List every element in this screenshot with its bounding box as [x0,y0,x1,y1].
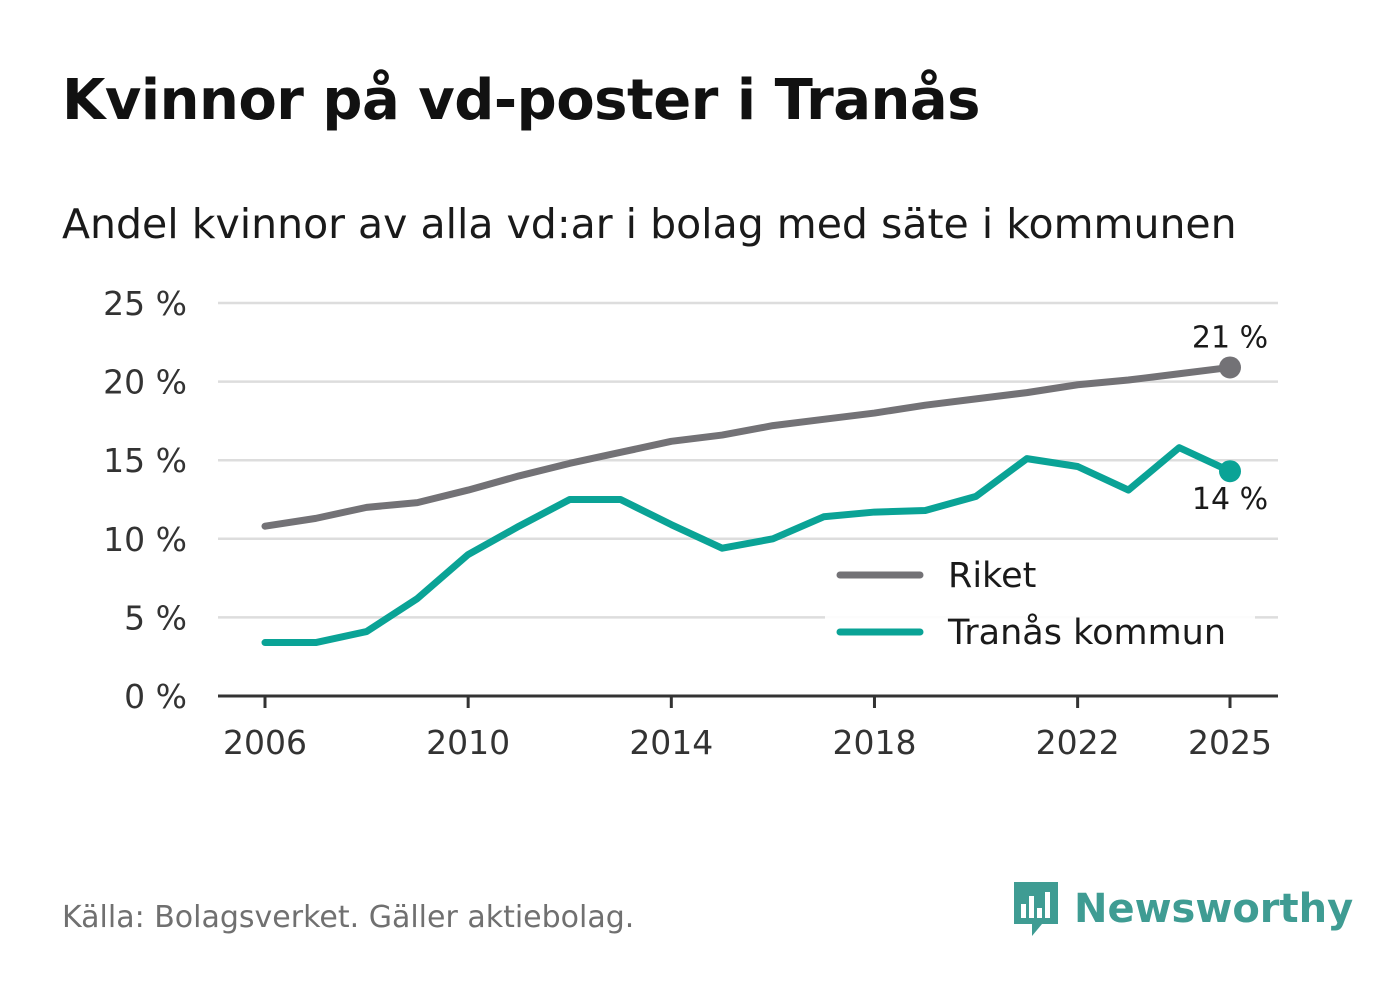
y-tick-label: 20 % [103,363,187,402]
y-tick-label: 5 % [124,598,187,637]
y-tick-label: 15 % [103,441,187,480]
x-tick-label: 2014 [629,723,713,762]
series-line-tranas [261,444,1234,647]
x-tick-label: 2018 [832,723,916,762]
legend-label: Riket [948,556,1036,596]
newsworthy-logo-icon [1014,882,1058,936]
series-layer: 21 % 14 % [261,320,1268,647]
series-line-riket [261,363,1234,530]
x-tick-label: 2006 [223,723,307,762]
y-tick-label: 25 % [103,284,187,323]
x-tick-label: 2025 [1188,723,1272,762]
y-tick-label: 10 % [103,520,187,559]
brand-name: Newsworthy [1074,886,1354,932]
chart-subtitle: Andel kvinnor av alla vd:ar i bolag med … [62,200,1237,248]
series-end-label: 14 % [1192,482,1268,517]
x-tick-label: 2010 [426,723,510,762]
series-end-label: 21 % [1192,320,1268,355]
source-note: Källa: Bolagsverket. Gäller aktiebolag. [62,900,635,935]
axis-layer: 0 % 5 % 10 % 15 % 20 % 25 % 2006 2010 2014 2018 20… [103,284,1278,762]
legend-background [825,550,1255,660]
brand-logo: Newsworthy [1010,878,1353,940]
x-tick-label: 2022 [1036,723,1120,762]
legend-label: Tranås kommun [947,612,1226,653]
y-tick-label: 0 % [124,677,187,716]
series-end-point [1219,356,1241,379]
series-end-point [1219,460,1241,483]
legend: Riket Tranås kommun [825,550,1255,660]
chart-title: Kvinnor på vd-poster i Tranås [62,68,981,133]
